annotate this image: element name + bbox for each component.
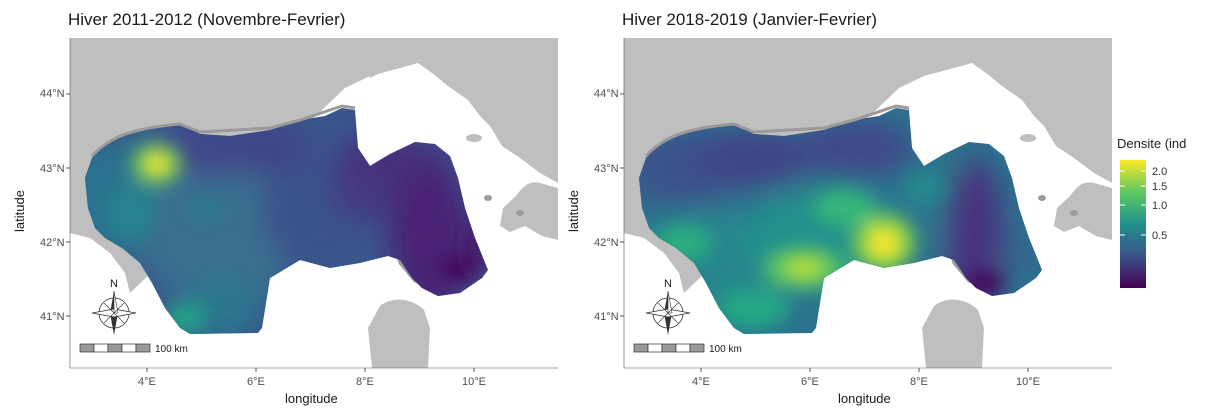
x-tick-8E: 8°E xyxy=(356,376,374,388)
y-axis-title-left: latitude xyxy=(12,190,27,232)
y-axis-title-right: latitude xyxy=(566,190,581,232)
map-panel-right: N 100 km xyxy=(624,38,1112,368)
density-field-left xyxy=(85,108,488,334)
y-tick-41N: 41°N xyxy=(40,311,65,323)
map-panel-left: N 100 km xyxy=(70,38,558,368)
axes-right: 44°N 43°N 42°N 41°N 4°E 6°E 8°E 10°E lon… xyxy=(566,38,1112,406)
x-tick-6E: 6°E xyxy=(247,376,265,388)
y-tick-43N: 43°N xyxy=(594,163,619,175)
x-tick-6E: 6°E xyxy=(801,376,819,388)
y-tick-44N: 44°N xyxy=(594,88,619,100)
axes-left: 44°N 43°N 42°N 41°N 4°E 6°E 8°E 10°E lon… xyxy=(12,38,558,406)
y-tick-44N: 44°N xyxy=(40,88,65,100)
scale-bar-label: 100 km xyxy=(709,344,742,355)
north-label: N xyxy=(664,278,672,290)
legend-tick-2.0: 2.0 xyxy=(1152,166,1167,178)
north-arrow: N xyxy=(645,278,691,335)
north-label: N xyxy=(110,278,118,290)
x-axis-title-right: longitude xyxy=(838,391,891,406)
y-tick-42N: 42°N xyxy=(40,237,65,249)
panel-title-right: Hiver 2018-2019 (Janvier-Fevrier) xyxy=(622,10,878,29)
sardinia-island xyxy=(368,299,430,368)
y-tick-42N: 42°N xyxy=(594,237,619,249)
legend-title: Densite (ind xyxy=(1117,136,1187,151)
sardinia-island xyxy=(922,299,984,368)
legend-tick-0.5: 0.5 xyxy=(1152,230,1167,242)
scale-bar: 100 km xyxy=(79,343,188,355)
legend-tick-1.5: 1.5 xyxy=(1152,181,1167,193)
scale-bar-label: 100 km xyxy=(155,344,188,355)
legend-colorbar xyxy=(1120,160,1146,288)
y-tick-41N: 41°N xyxy=(594,311,619,323)
panel-title-left: Hiver 2011-2012 (Novembre-Fevrier) xyxy=(68,10,346,29)
color-legend: 2.0 1.5 1.0 0.5 xyxy=(1120,160,1167,288)
x-tick-10E: 10°E xyxy=(1016,376,1040,388)
north-arrow: N xyxy=(91,278,137,335)
legend-tick-1.0: 1.0 xyxy=(1152,200,1167,212)
y-tick-43N: 43°N xyxy=(40,163,65,175)
x-tick-4E: 4°E xyxy=(692,376,710,388)
x-tick-10E: 10°E xyxy=(462,376,486,388)
x-tick-4E: 4°E xyxy=(138,376,156,388)
scale-bar: 100 km xyxy=(633,343,742,355)
x-tick-8E: 8°E xyxy=(910,376,928,388)
x-axis-title-left: longitude xyxy=(285,391,338,406)
